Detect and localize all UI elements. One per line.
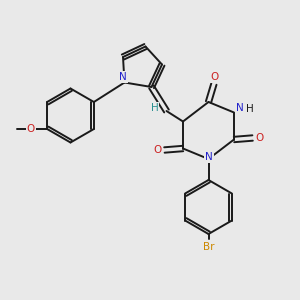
Text: N: N xyxy=(119,72,127,82)
Text: H: H xyxy=(151,103,158,113)
Text: O: O xyxy=(210,72,219,82)
Text: O: O xyxy=(154,145,162,155)
Text: N: N xyxy=(236,103,243,113)
Text: Br: Br xyxy=(203,242,214,252)
Text: N: N xyxy=(205,152,213,163)
Text: H: H xyxy=(246,103,254,114)
Text: O: O xyxy=(255,133,263,143)
Text: O: O xyxy=(26,124,35,134)
